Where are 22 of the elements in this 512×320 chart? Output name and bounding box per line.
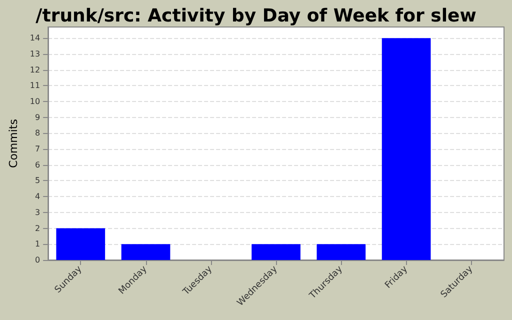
y-axis-title: Commits	[7, 118, 20, 168]
y-tick-label: 9	[34, 112, 40, 122]
y-tick-label: 4	[34, 192, 40, 202]
y-tick-label: 1	[34, 240, 40, 249]
y-tick-label: 12	[30, 65, 40, 74]
bar	[56, 228, 106, 260]
y-tick-label: 10	[30, 96, 40, 106]
y-tick-label: 6	[34, 160, 40, 170]
bar	[316, 244, 366, 260]
y-tick-label: 3	[34, 208, 40, 217]
bar	[382, 38, 431, 260]
y-tick-label: 7	[34, 144, 40, 154]
bar	[252, 244, 300, 260]
y-tick-label: 13	[30, 49, 40, 58]
y-tick-label: 0	[34, 256, 40, 264]
y-tick-label: 11	[30, 81, 40, 90]
chart-title: /trunk/src: Activity by Day of Week for slew	[36, 6, 476, 26]
y-tick-label: 8	[34, 128, 40, 138]
bar	[121, 244, 170, 260]
y-tick-label: 2	[34, 224, 40, 233]
y-tick-label: 14	[30, 34, 40, 43]
y-tick-label: 5	[34, 176, 40, 186]
